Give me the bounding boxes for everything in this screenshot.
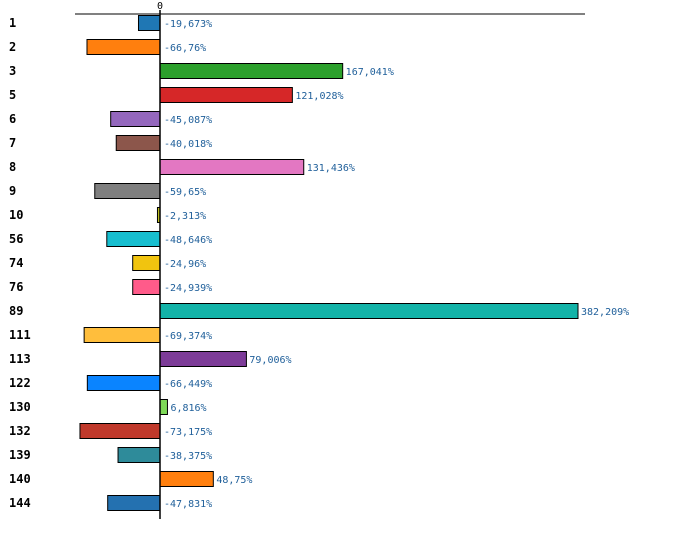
category-label: 113 (9, 352, 31, 366)
value-label: -66,76% (164, 43, 206, 54)
value-label: -2,313% (164, 211, 206, 222)
value-label: 382,209% (581, 307, 629, 318)
bar (83, 327, 161, 343)
bar (115, 135, 161, 151)
category-label: 5 (9, 88, 16, 102)
bar (79, 423, 161, 439)
category-label: 56 (9, 232, 23, 246)
category-label: 139 (9, 448, 31, 462)
category-label: 1 (9, 16, 16, 30)
x-tick-label: 0 (157, 1, 163, 12)
bar (110, 111, 161, 127)
bar (159, 159, 305, 175)
value-label: -45,087% (164, 115, 212, 126)
value-label: 48,75% (216, 475, 252, 486)
value-label: -19,673% (164, 19, 212, 30)
category-label: 130 (9, 400, 31, 414)
bar (132, 255, 161, 271)
category-label: 76 (9, 280, 23, 294)
bar (159, 471, 214, 487)
value-label: -59,65% (164, 187, 206, 198)
category-label: 144 (9, 496, 31, 510)
value-label: -66,449% (164, 379, 212, 390)
category-label: 89 (9, 304, 23, 318)
value-label: 131,436% (307, 163, 355, 174)
value-label: 6,816% (170, 403, 206, 414)
value-label: 79,006% (249, 355, 291, 366)
value-label: -24,96% (164, 259, 206, 270)
bar (86, 375, 161, 391)
bar (159, 63, 344, 79)
category-label: 10 (9, 208, 23, 222)
category-label: 3 (9, 64, 16, 78)
value-label: -48,646% (164, 235, 212, 246)
value-label: 121,028% (295, 91, 343, 102)
value-label: -73,175% (164, 427, 212, 438)
category-label: 7 (9, 136, 16, 150)
bar (159, 399, 168, 415)
bar (107, 495, 161, 511)
category-label: 132 (9, 424, 31, 438)
category-label: 111 (9, 328, 31, 342)
bar (94, 183, 161, 199)
category-label: 74 (9, 256, 23, 270)
value-label: -24,939% (164, 283, 212, 294)
value-label: -38,375% (164, 451, 212, 462)
bar (159, 87, 293, 103)
category-label: 8 (9, 160, 16, 174)
bar (86, 39, 161, 55)
bar (132, 279, 161, 295)
bar (159, 351, 247, 367)
bar (159, 303, 579, 319)
category-label: 140 (9, 472, 31, 486)
bar (137, 15, 161, 31)
category-label: 122 (9, 376, 31, 390)
value-label: -47,831% (164, 499, 212, 510)
category-label: 9 (9, 184, 16, 198)
bar (117, 447, 161, 463)
value-label: -40,018% (164, 139, 212, 150)
category-label: 2 (9, 40, 16, 54)
value-label: -69,374% (164, 331, 212, 342)
value-label: 167,041% (346, 67, 394, 78)
bar (106, 231, 161, 247)
category-label: 6 (9, 112, 16, 126)
